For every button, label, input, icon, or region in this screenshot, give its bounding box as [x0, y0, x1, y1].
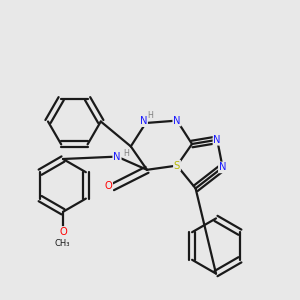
Text: O: O [59, 227, 67, 237]
Text: H: H [147, 111, 153, 120]
Text: N: N [140, 116, 147, 126]
Text: N: N [113, 152, 121, 162]
Text: N: N [219, 162, 226, 172]
Text: O: O [104, 181, 112, 191]
Text: N: N [214, 135, 221, 145]
Text: CH₃: CH₃ [55, 239, 70, 248]
Text: N: N [173, 116, 181, 126]
Text: H: H [123, 149, 129, 158]
Text: S: S [174, 160, 180, 171]
